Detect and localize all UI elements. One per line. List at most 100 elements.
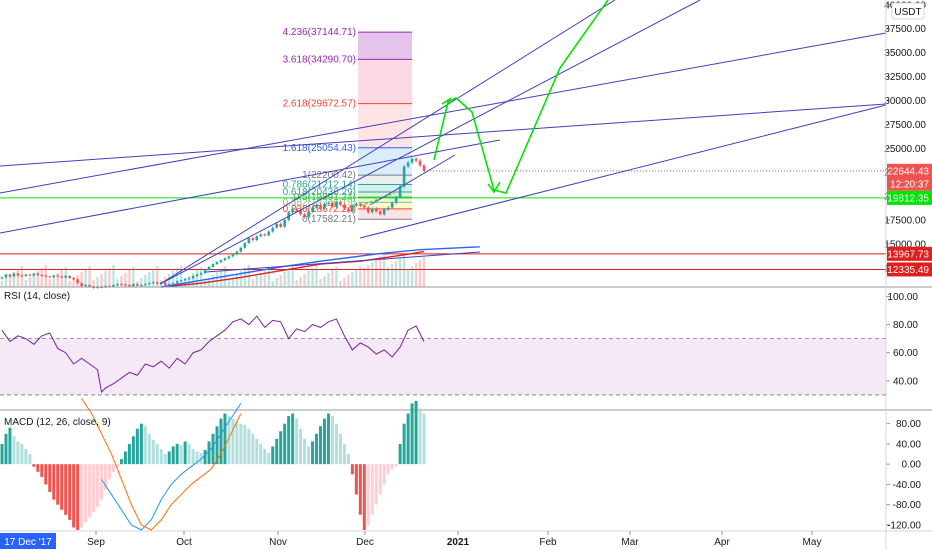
volume-bar: [394, 261, 398, 287]
candle-body: [167, 284, 171, 286]
volume-bar: [168, 274, 171, 287]
rsi-title: RSI (14, close): [4, 291, 70, 302]
macd-histogram-bar: [111, 464, 115, 472]
time-tick-label: Feb: [539, 537, 557, 548]
volume-bar: [16, 269, 20, 287]
macd-histogram-bar: [418, 408, 422, 465]
macd-axis[interactable]: 80.00 40.00 0.00 -40.00 -80.00 -120.00: [886, 419, 921, 531]
volume-bar: [383, 253, 386, 287]
candle-body: [12, 273, 16, 277]
volume-bar: [263, 270, 266, 287]
candle-body: [347, 208, 350, 212]
time-axis[interactable]: Sep Oct Nov Dec 2021 Feb Mar Apr May: [87, 531, 821, 548]
macd-histogram-bar: [159, 448, 163, 465]
volume-bar: [60, 270, 63, 287]
price-badge: [887, 246, 932, 261]
moving-averages: [161, 246, 480, 288]
macd-histogram-bar: [72, 464, 76, 528]
candle-body: [394, 197, 398, 203]
macd-histogram-bar: [223, 413, 227, 465]
macd-histogram-bar: [207, 441, 211, 465]
fib-zone: [358, 184, 412, 192]
horizontal-lines[interactable]: [0, 170, 886, 270]
macd-histogram-bar: [410, 403, 414, 465]
volume-bar: [291, 266, 294, 287]
macd-histogram-bar: [36, 464, 40, 472]
volume-bar: [28, 277, 32, 287]
macd-histogram-bar: [52, 464, 56, 500]
macd-histogram-bar: [32, 464, 36, 467]
time-tick-label: May: [803, 537, 822, 548]
volume-bar: [319, 279, 322, 287]
macd-histogram: [0, 400, 426, 530]
macd-histogram-bar: [263, 448, 267, 465]
fib-zone: [358, 197, 412, 203]
candle-body: [231, 254, 235, 257]
volume-bar: [303, 274, 306, 287]
volume-bar: [52, 276, 55, 287]
macd-histogram-bar: [295, 418, 299, 465]
price-badge-label: 12335.49: [887, 265, 929, 276]
moving-average-line: [161, 250, 425, 288]
macd-line: [101, 403, 242, 531]
macd-histogram-bar: [402, 423, 406, 465]
volume-bar: [363, 268, 366, 287]
trend-line: [369, 154, 456, 206]
candle-body: [148, 283, 151, 285]
time-tick-label: Apr: [714, 537, 730, 548]
rsi-axis[interactable]: 100.00 80.00 60.00 40.00: [886, 292, 918, 387]
fib-zone: [358, 202, 412, 209]
volume-bar: [327, 273, 330, 287]
moving-average-line: [161, 246, 480, 288]
macd-histogram-bar: [283, 423, 287, 465]
macd-tick-label: 0.00: [902, 460, 922, 471]
macd-tick-label: -120.00: [887, 520, 921, 531]
candle-body: [315, 204, 318, 208]
macd-histogram-bar: [92, 464, 96, 513]
fib-level-label: 4.236(37144.71): [283, 27, 356, 38]
volume-bar: [215, 272, 219, 287]
fib-level-label: 0.618(20436.29): [283, 187, 356, 198]
volume-bar: [84, 269, 87, 287]
price-tick-label: 25000.00: [884, 144, 926, 155]
volume-bar: [243, 268, 247, 287]
macd-histogram-bar: [139, 423, 143, 465]
macd-histogram-bar: [382, 464, 386, 485]
volume-bar: [251, 279, 255, 287]
candle-body: [199, 273, 203, 275]
candle-body: [40, 275, 44, 277]
candle-body: [203, 269, 207, 274]
macd-title: MACD (12, 26, close, 9): [4, 417, 111, 428]
candle-body: [422, 165, 426, 171]
fib-level-label: 2.618(29672.57): [283, 99, 356, 110]
macd-histogram-bar: [20, 443, 24, 465]
candle-body: [8, 274, 12, 277]
macd-histogram-bar: [211, 433, 215, 465]
macd-histogram-bar: [322, 418, 326, 465]
macd-histogram-bar: [175, 443, 179, 465]
candle-body: [136, 284, 139, 286]
rsi-panel: 100.00 80.00 60.00 40.00 RSI (14, close): [0, 291, 918, 396]
trend-lines[interactable]: [0, 0, 887, 285]
candle-body: [414, 158, 418, 161]
candle-body: [72, 277, 75, 280]
macd-histogram-bar: [275, 438, 279, 465]
volume-bar: [152, 269, 155, 287]
volume-bar: [323, 276, 326, 287]
volume-bar: [80, 272, 83, 287]
volume-bar: [422, 257, 426, 287]
volume-bar: [343, 278, 346, 287]
volume-bar: [219, 269, 223, 287]
volume-bar: [104, 271, 107, 287]
fib-zone: [358, 103, 412, 148]
volume-bar: [36, 271, 40, 287]
currency-badge[interactable]: USDT: [891, 2, 925, 20]
candle-body: [335, 201, 338, 207]
volume-bar: [175, 268, 179, 287]
macd-histogram-bar: [390, 464, 394, 470]
start-date-badge[interactable]: 17 Dec '17: [0, 533, 56, 549]
volume-bar: [351, 272, 354, 287]
time-tick-label: Sep: [87, 537, 105, 548]
candle-body: [370, 208, 374, 213]
